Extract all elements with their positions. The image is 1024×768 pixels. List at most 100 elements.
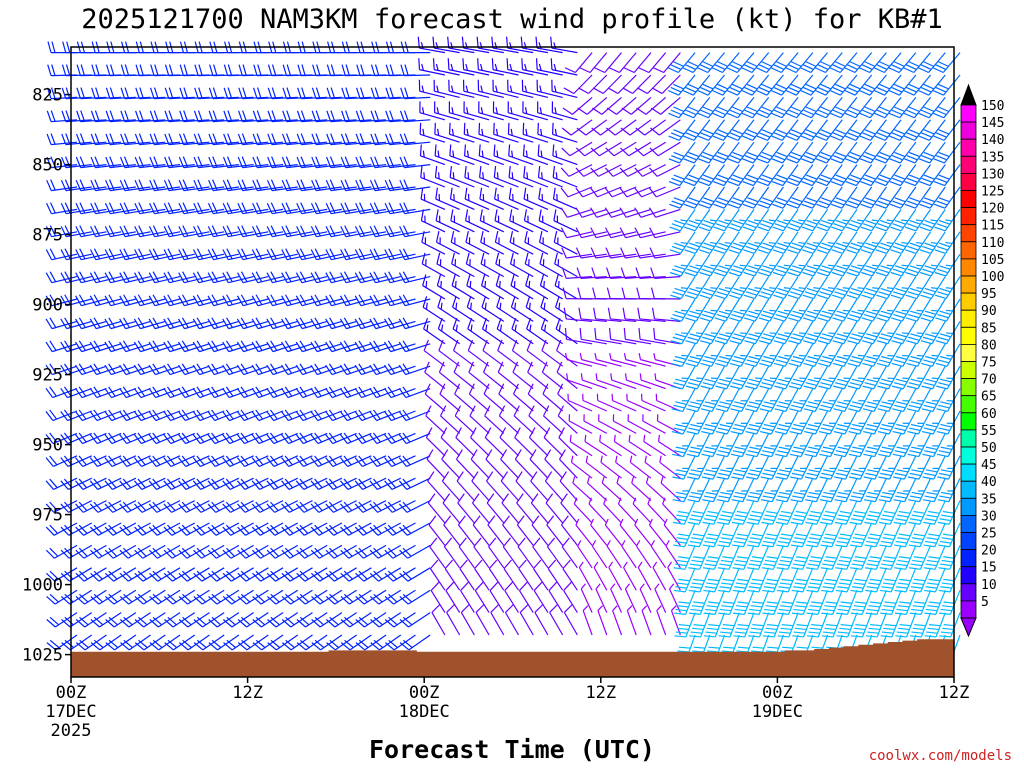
wind-barb (670, 298, 696, 322)
barb-feather (119, 595, 130, 605)
barb-feather (699, 271, 711, 277)
barb-feather (525, 128, 528, 136)
wind-barb (133, 477, 166, 490)
barb-staff (542, 393, 564, 412)
barb-feather (584, 434, 587, 442)
barb-feather (285, 271, 292, 283)
wind-barb (163, 455, 195, 468)
wind-barb (193, 110, 225, 123)
wind-barb (193, 202, 225, 215)
barb-feather (619, 187, 628, 198)
barb-feather (449, 187, 453, 200)
barb-feather (137, 386, 146, 397)
wind-barb (479, 166, 505, 188)
barb-feather (282, 642, 292, 651)
barb-feather (494, 63, 498, 71)
barb-feather (178, 226, 185, 237)
barb-staff (114, 634, 137, 651)
barb-feather (280, 411, 289, 421)
wind-barb (163, 477, 195, 490)
wind-barb (539, 252, 563, 278)
barb-feather (46, 619, 56, 628)
barb-feather (730, 223, 742, 229)
barb-staff (459, 568, 475, 591)
barb-feather (675, 608, 688, 612)
barb-feather (677, 627, 689, 631)
wind-barb (207, 567, 240, 582)
wind-barb (449, 144, 475, 166)
barb-feather (193, 226, 200, 237)
wind-barb (434, 101, 460, 121)
barb-feather (729, 317, 741, 322)
barb-feather (137, 524, 147, 534)
barb-feather (731, 359, 744, 364)
barb-feather (479, 209, 483, 221)
barb-feather (673, 567, 685, 570)
wind-barb (134, 634, 166, 651)
wind-barb (606, 540, 623, 569)
wind-barb (134, 612, 166, 628)
barb-feather (330, 64, 336, 76)
wind-barb (46, 87, 78, 100)
barb-feather (736, 627, 748, 631)
barb-feather (689, 355, 701, 360)
barb-feather (703, 174, 715, 180)
wind-barb (478, 101, 504, 121)
barb-feather (493, 144, 496, 156)
barb-feather (46, 203, 52, 214)
barb-feather (554, 274, 559, 286)
barb-feather (671, 223, 683, 229)
barb-staff (69, 567, 93, 582)
barb-staff (214, 432, 240, 445)
wind-barb (543, 427, 564, 457)
barb-staff (154, 186, 181, 192)
barb-feather (702, 499, 714, 503)
wind-barb (207, 225, 239, 238)
wind-barb (280, 409, 313, 422)
barb-feather (524, 85, 528, 93)
barb-feather (692, 533, 705, 537)
wind-barb (479, 209, 505, 233)
barb-staff (170, 432, 195, 445)
barb-feather (671, 155, 683, 161)
barb-feather (267, 87, 273, 99)
wind-barb (606, 287, 637, 300)
barb-staff (484, 437, 505, 457)
barb-feather (222, 549, 232, 559)
barb-feather (45, 318, 53, 329)
wind-barb (608, 561, 623, 591)
barb-feather (730, 268, 743, 274)
barb-staff (111, 410, 137, 422)
wind-barb (601, 476, 622, 502)
barb-feather (122, 317, 130, 328)
wind-barb (237, 202, 269, 215)
wind-barb (237, 612, 269, 628)
barb-staff (95, 96, 122, 100)
barb-staff (273, 432, 298, 445)
barb-staff (158, 634, 181, 651)
barb-feather (167, 225, 174, 237)
wind-barb (484, 405, 505, 434)
barb-feather (178, 179, 185, 191)
barb-feather (207, 411, 216, 421)
barb-staff (230, 544, 254, 559)
barb-feather (624, 583, 631, 590)
barb-feather (601, 476, 605, 484)
barb-staff (124, 231, 151, 238)
barb-feather (474, 581, 484, 591)
wind-barb (74, 432, 107, 445)
barb-feather (494, 209, 498, 221)
wind-barb (297, 87, 328, 100)
barb-feather (644, 455, 647, 463)
barb-feather (729, 109, 741, 116)
barb-feather (537, 166, 541, 178)
wind-barb (621, 540, 637, 569)
barb-feather (270, 202, 277, 214)
wind-barb (238, 87, 269, 100)
barb-feather (691, 559, 703, 563)
barb-feather (196, 501, 205, 511)
wind-barb (451, 274, 475, 300)
barb-feather (207, 434, 216, 444)
barb-feather (687, 61, 699, 67)
barb-feather (667, 561, 672, 568)
